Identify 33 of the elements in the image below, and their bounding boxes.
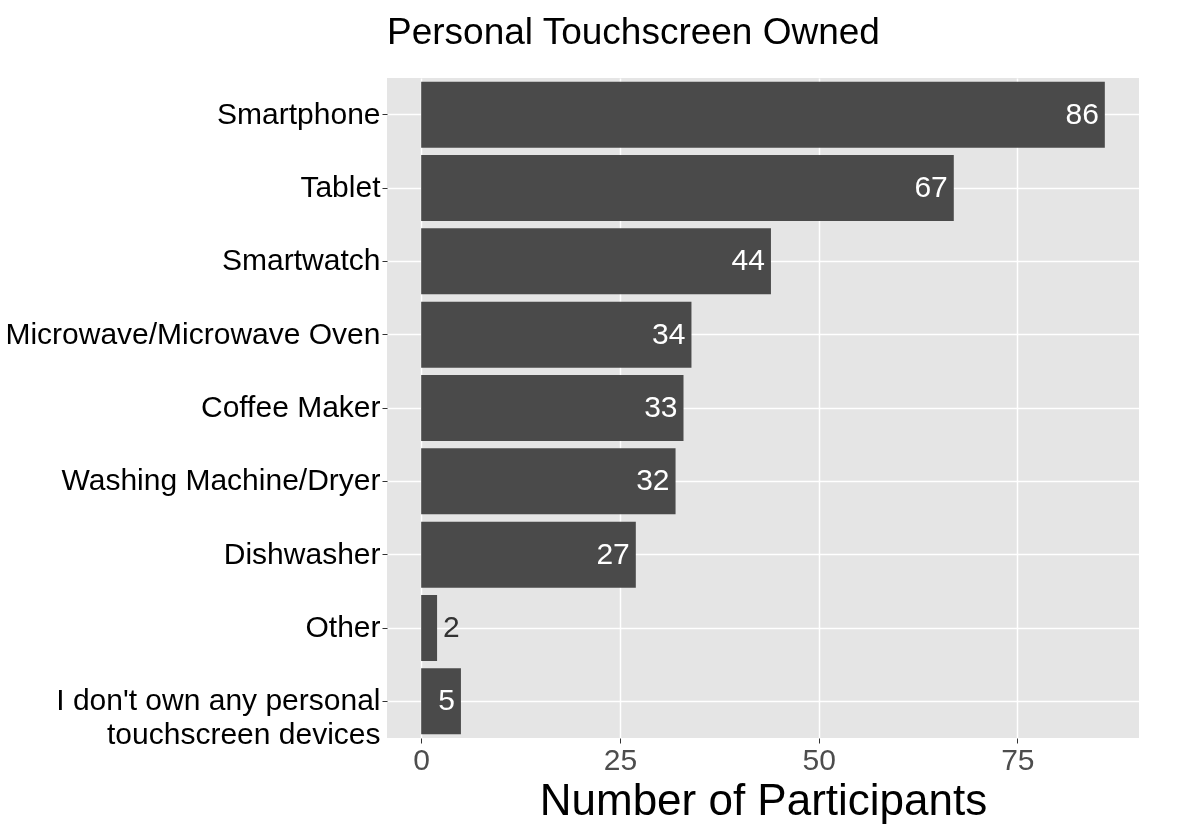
data-label: 33 bbox=[644, 390, 678, 423]
data-label: 32 bbox=[636, 463, 670, 497]
x-axis-title: Number of Participants bbox=[539, 774, 988, 824]
y-tick-label: Tablet bbox=[300, 170, 382, 203]
bar bbox=[421, 375, 684, 441]
bar bbox=[421, 228, 771, 295]
data-label: 5 bbox=[438, 683, 455, 717]
x-tick-label: 50 bbox=[802, 742, 836, 776]
y-tick-label: Washing Machine/Dryer bbox=[61, 463, 381, 497]
y-tick-label: Coffee Maker bbox=[200, 390, 381, 423]
y-tick-label: Microwave/Microwave Oven bbox=[5, 316, 381, 350]
data-label: 67 bbox=[914, 170, 948, 203]
x-tick-label: 75 bbox=[1001, 742, 1035, 776]
x-tick-label: 0 bbox=[413, 742, 431, 776]
bar bbox=[421, 521, 636, 588]
y-tick-label: Dishwasher bbox=[223, 536, 381, 570]
data-label: 86 bbox=[1065, 96, 1099, 130]
bar bbox=[421, 595, 438, 661]
x-tick-label: 25 bbox=[603, 742, 638, 776]
data-label: 34 bbox=[652, 316, 686, 350]
data-label: 27 bbox=[596, 536, 630, 570]
bar bbox=[421, 301, 692, 368]
y-tick-label: Smartwatch bbox=[222, 243, 381, 277]
y-tick-label: I don't own any personal touchscreen devices bbox=[56, 683, 381, 751]
y-tick-label: Other bbox=[305, 610, 381, 643]
data-label: 2 bbox=[443, 610, 460, 643]
chart-title: Personal Touchscreen Owned bbox=[387, 11, 880, 52]
bar bbox=[421, 81, 1105, 148]
bar bbox=[421, 155, 954, 221]
y-tick-label: Smartphone bbox=[217, 96, 381, 130]
bar bbox=[421, 448, 676, 515]
data-label: 44 bbox=[731, 243, 765, 277]
bar bbox=[421, 668, 461, 735]
